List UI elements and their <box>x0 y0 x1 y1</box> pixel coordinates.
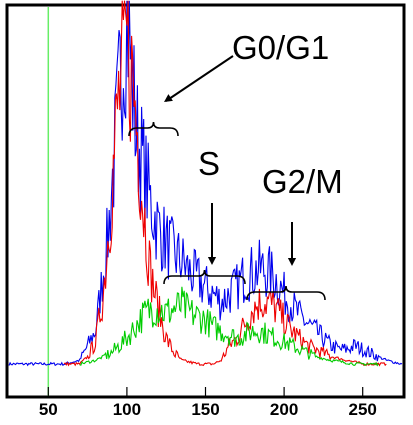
x-axis: 50 100 150 200 250 <box>39 387 377 419</box>
annotation-s-brace <box>163 269 246 285</box>
annotation-g0g1-arrowhead <box>164 94 173 102</box>
x-tick-label: 50 <box>39 400 58 419</box>
annotation-s-arrowhead <box>207 257 217 265</box>
annotation-g0g1-label: G0/G1 <box>232 29 329 66</box>
series-line-2 <box>79 286 379 367</box>
series-line-0 <box>8 0 403 367</box>
annotations: G0/G1 S G2/M <box>128 29 343 301</box>
plot-area <box>8 0 403 396</box>
x-tick-label: 200 <box>270 400 298 419</box>
annotation-s-label: S <box>198 145 220 182</box>
annotation-g2m-arrowhead <box>287 258 297 266</box>
annotation-g2m-brace <box>246 285 326 301</box>
series-line-1 <box>63 0 387 367</box>
annotation-g0g1-arrow <box>165 55 234 102</box>
x-tick-label: 100 <box>113 400 141 419</box>
plot-frame <box>5 3 406 399</box>
annotation-g2m-label: G2/M <box>262 163 343 200</box>
x-tick-label: 150 <box>191 400 219 419</box>
annotation-g0g1-brace <box>128 121 179 137</box>
x-tick-label: 250 <box>349 400 377 419</box>
